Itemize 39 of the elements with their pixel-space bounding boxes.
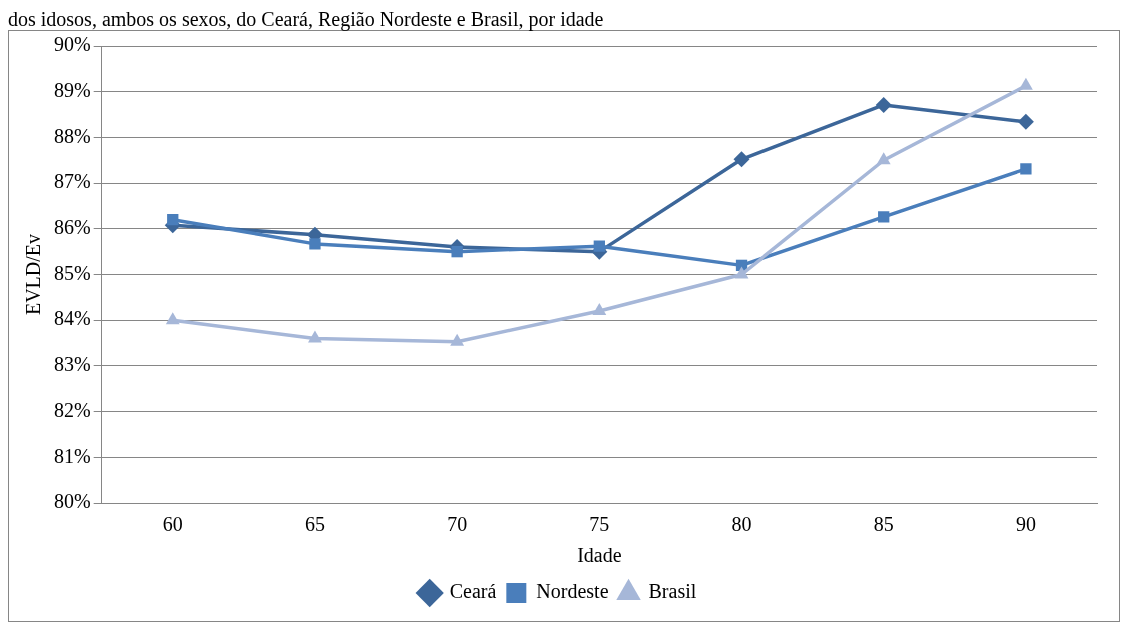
point xyxy=(309,238,321,250)
y-tick-label: 82% xyxy=(53,398,91,421)
point xyxy=(450,333,465,346)
legend-label: Brasil xyxy=(648,580,697,603)
x-tick-label: 70 xyxy=(447,513,468,536)
x-tick-label: 80 xyxy=(731,513,752,536)
x-tick-label: 85 xyxy=(873,513,894,536)
x-tick-label: 75 xyxy=(589,513,610,536)
y-tick-label: 80% xyxy=(53,490,91,513)
y-tick-label: 87% xyxy=(53,170,91,193)
x-axis-title: Idade xyxy=(577,544,622,567)
y-tick-label: 90% xyxy=(53,33,91,56)
point xyxy=(165,312,180,325)
point xyxy=(308,330,322,343)
point xyxy=(1017,113,1034,130)
y-tick-label: 86% xyxy=(53,216,91,239)
x-tick-label: 90 xyxy=(1015,513,1036,536)
x-tick-label: 65 xyxy=(304,513,325,536)
legend-label: Nordeste xyxy=(536,580,609,603)
point xyxy=(451,245,463,258)
point xyxy=(733,151,750,168)
point xyxy=(876,152,891,165)
point xyxy=(593,240,605,252)
point xyxy=(592,303,607,316)
point xyxy=(167,214,179,226)
x-tick-label: 60 xyxy=(162,513,183,536)
y-tick-label: 81% xyxy=(53,444,91,467)
y-tick-label: 85% xyxy=(53,261,91,284)
chart-title: dos idosos, ambos os sexos, do Ceará, Região Nordeste e Brasil, por idade xyxy=(8,8,605,30)
point xyxy=(878,211,890,223)
y-tick-label: 83% xyxy=(53,353,91,376)
point xyxy=(734,266,749,279)
point xyxy=(1020,163,1032,175)
y-axis-title: EVLD/Ev xyxy=(22,233,45,316)
legend-label: Ceará xyxy=(449,580,497,603)
y-tick-label: 89% xyxy=(53,78,91,101)
y-tick-label: 84% xyxy=(53,307,91,330)
y-tick-label: 88% xyxy=(53,124,91,147)
point xyxy=(875,96,892,113)
